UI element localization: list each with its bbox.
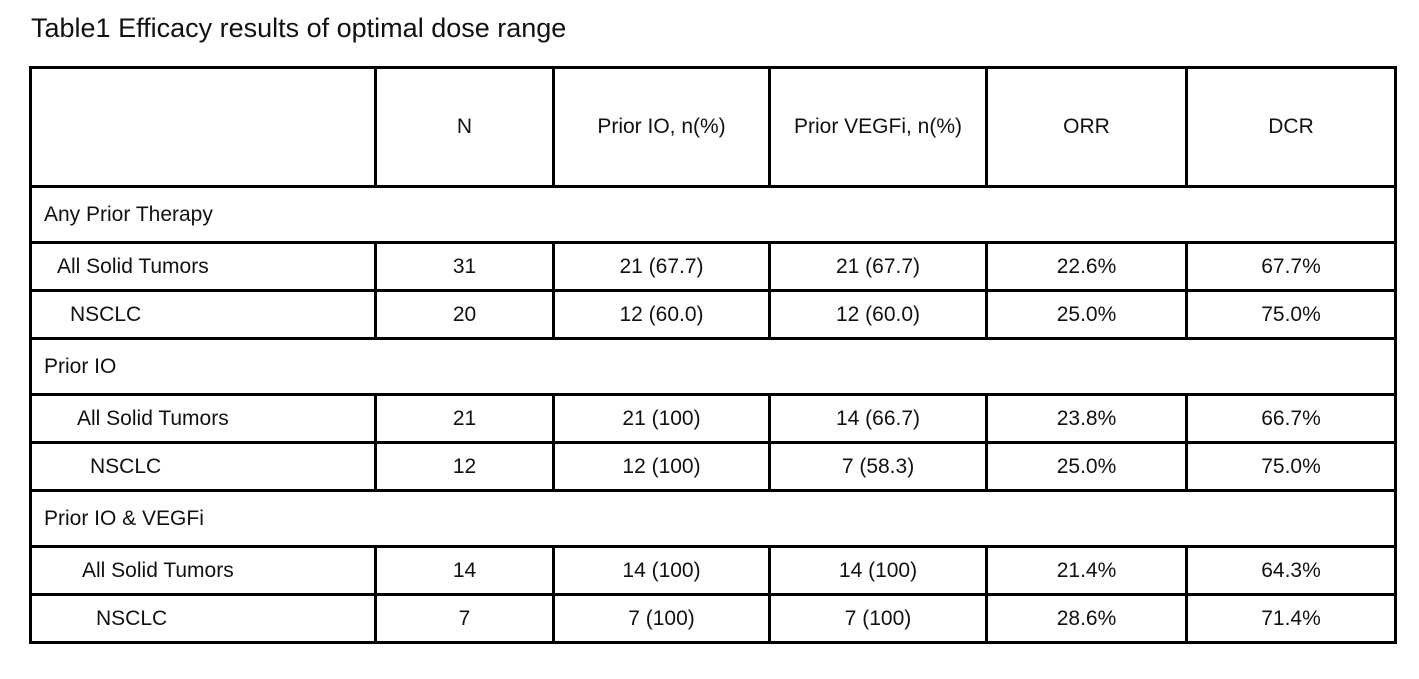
table-row: NSCLC 7 7 (100) 7 (100) 28.6% 71.4% — [29, 593, 1397, 644]
efficacy-table: N Prior IO, n(%) Prior VEGFi, n(%) ORR D… — [29, 66, 1397, 644]
cell-dcr: 71.4% — [1185, 593, 1397, 644]
table-row: NSCLC 20 12 (60.0) 12 (60.0) 25.0% 75.0% — [29, 289, 1397, 340]
cell-orr: 23.8% — [985, 393, 1188, 444]
cell-prior-io: 14 (100) — [552, 545, 771, 596]
header-row: N Prior IO, n(%) Prior VEGFi, n(%) ORR D… — [29, 66, 1397, 188]
cell-prior-vegfi: 12 (60.0) — [768, 289, 988, 340]
cell-prior-vegfi: 21 (67.7) — [768, 241, 988, 292]
cell-n: 21 — [374, 393, 555, 444]
group-row-prior-io-vegfi: Prior IO & VEGFi — [29, 489, 1397, 548]
row-label: All Solid Tumors — [29, 393, 377, 444]
table-row: All Solid Tumors 31 21 (67.7) 21 (67.7) … — [29, 241, 1397, 292]
cell-n: 14 — [374, 545, 555, 596]
cell-prior-vegfi: 7 (100) — [768, 593, 988, 644]
cell-n: 31 — [374, 241, 555, 292]
table-caption: Table1 Efficacy results of optimal dose … — [31, 13, 567, 43]
column-header-orr: ORR — [985, 66, 1188, 188]
group-row-prior-io: Prior IO — [29, 337, 1397, 396]
cell-prior-vegfi: 7 (58.3) — [768, 441, 988, 492]
cell-orr: 21.4% — [985, 545, 1188, 596]
cell-orr: 28.6% — [985, 593, 1188, 644]
group-label: Prior IO & VEGFi — [29, 489, 1397, 548]
column-header-n: N — [374, 66, 555, 188]
cell-dcr: 64.3% — [1185, 545, 1397, 596]
group-label: Any Prior Therapy — [29, 185, 1397, 244]
cell-n: 12 — [374, 441, 555, 492]
table-row: All Solid Tumors 14 14 (100) 14 (100) 21… — [29, 545, 1397, 596]
cell-dcr: 66.7% — [1185, 393, 1397, 444]
column-header — [29, 66, 377, 188]
table-row: All Solid Tumors 21 21 (100) 14 (66.7) 2… — [29, 393, 1397, 444]
group-label: Prior IO — [29, 337, 1397, 396]
row-label: NSCLC — [29, 441, 377, 492]
cell-dcr: 75.0% — [1185, 441, 1397, 492]
column-header-dcr: DCR — [1185, 66, 1397, 188]
column-header-prior-vegfi: Prior VEGFi, n(%) — [768, 66, 988, 188]
cell-orr: 25.0% — [985, 441, 1188, 492]
cell-orr: 22.6% — [985, 241, 1188, 292]
cell-prior-vegfi: 14 (100) — [768, 545, 988, 596]
cell-prior-io: 21 (67.7) — [552, 241, 771, 292]
cell-prior-io: 12 (60.0) — [552, 289, 771, 340]
cell-prior-vegfi: 14 (66.7) — [768, 393, 988, 444]
row-label: NSCLC — [29, 593, 377, 644]
row-label: NSCLC — [29, 289, 377, 340]
cell-n: 7 — [374, 593, 555, 644]
cell-prior-io: 12 (100) — [552, 441, 771, 492]
row-label: All Solid Tumors — [29, 545, 377, 596]
cell-orr: 25.0% — [985, 289, 1188, 340]
cell-prior-io: 21 (100) — [552, 393, 771, 444]
row-label: All Solid Tumors — [29, 241, 377, 292]
table-row: NSCLC 12 12 (100) 7 (58.3) 25.0% 75.0% — [29, 441, 1397, 492]
group-row-any-prior-therapy: Any Prior Therapy — [29, 185, 1397, 244]
cell-prior-io: 7 (100) — [552, 593, 771, 644]
cell-n: 20 — [374, 289, 555, 340]
cell-dcr: 75.0% — [1185, 289, 1397, 340]
column-header-prior-io: Prior IO, n(%) — [552, 66, 771, 188]
cell-dcr: 67.7% — [1185, 241, 1397, 292]
